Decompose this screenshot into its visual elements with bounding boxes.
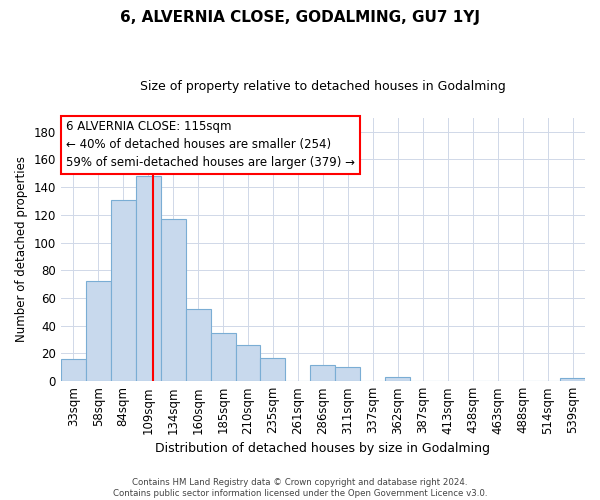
Y-axis label: Number of detached properties: Number of detached properties — [15, 156, 28, 342]
Bar — [335, 368, 361, 381]
Bar — [61, 359, 86, 381]
Text: Contains HM Land Registry data © Crown copyright and database right 2024.
Contai: Contains HM Land Registry data © Crown c… — [113, 478, 487, 498]
Text: 6 ALVERNIA CLOSE: 115sqm
← 40% of detached houses are smaller (254)
59% of semi-: 6 ALVERNIA CLOSE: 115sqm ← 40% of detach… — [66, 120, 355, 170]
Text: 6, ALVERNIA CLOSE, GODALMING, GU7 1YJ: 6, ALVERNIA CLOSE, GODALMING, GU7 1YJ — [120, 10, 480, 25]
Bar — [161, 219, 185, 381]
Bar — [310, 364, 335, 381]
Bar — [136, 176, 161, 381]
X-axis label: Distribution of detached houses by size in Godalming: Distribution of detached houses by size … — [155, 442, 490, 455]
Bar — [260, 358, 286, 381]
Bar — [385, 377, 410, 381]
Bar — [185, 309, 211, 381]
Bar — [111, 200, 136, 381]
Bar — [560, 378, 585, 381]
Title: Size of property relative to detached houses in Godalming: Size of property relative to detached ho… — [140, 80, 506, 93]
Bar — [86, 282, 111, 381]
Bar — [211, 332, 236, 381]
Bar — [236, 345, 260, 381]
